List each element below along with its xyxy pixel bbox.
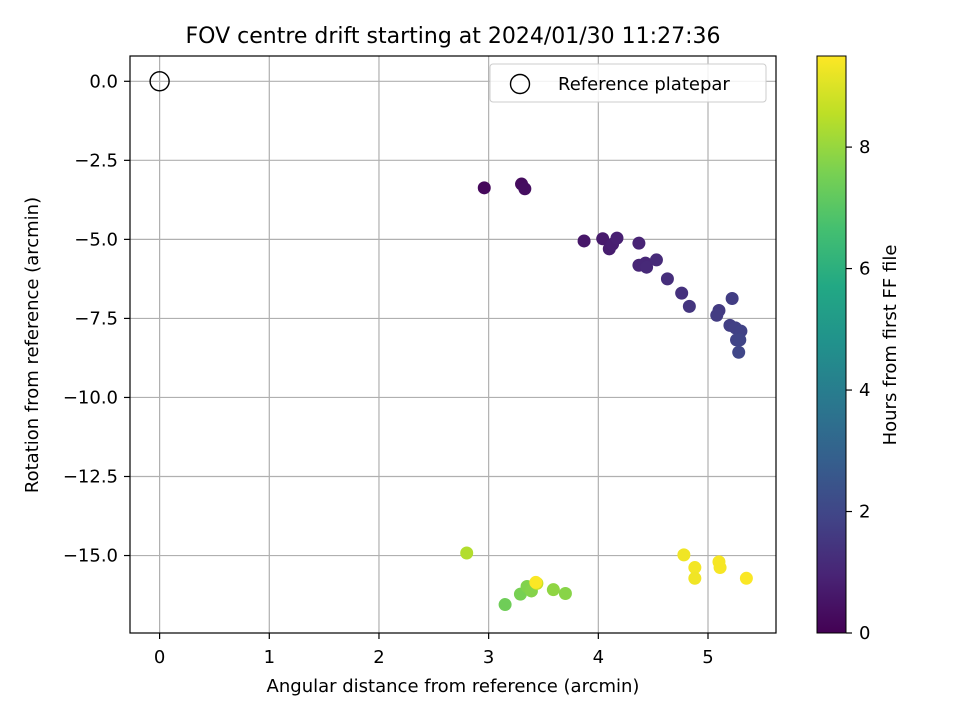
data-point [739,571,753,585]
colorbar-tick-label: 4 [859,380,870,401]
legend-reference-marker [509,73,531,95]
y-axis-ticks: 0.0 −2.5 −5.0 −7.5 −10.0 −12.5 −15.0 [63,71,130,567]
x-axis-label: Angular distance from reference (arcmin) [267,676,640,697]
y-axis-label: Rotation from reference (arcmin) [22,197,43,493]
x-tick-label: 3 [483,647,494,668]
x-tick-label: 5 [702,647,713,668]
legend-box [489,63,767,103]
data-point [529,575,543,589]
reference-marker-group [149,71,170,92]
legend[interactable]: Reference platepar [489,63,767,103]
data-point [725,291,739,305]
data-point [577,234,591,248]
y-tick-label: −5.0 [74,229,118,250]
data-point [710,308,724,322]
data-point [610,231,624,245]
data-points [460,177,753,612]
colorbar-tick-label: 2 [859,502,870,523]
data-point [733,333,747,347]
x-tick-label: 2 [373,647,384,668]
y-tick-label: −15.0 [63,546,118,567]
data-point [688,571,702,585]
plot-frame [129,55,777,634]
x-tick-label: 1 [264,647,275,668]
data-point [596,232,610,246]
colorbar-tick-label: 6 [859,259,870,280]
data-point [632,236,646,250]
data-point [660,272,674,286]
x-tick-label: 4 [593,647,604,668]
y-tick-label: −7.5 [74,308,118,329]
data-point [498,598,512,612]
legend-reference-label: Reference platepar [558,74,730,95]
x-tick-label: 0 [154,647,165,668]
colorbar [816,55,847,634]
colorbar-ticks: 0 2 4 6 8 [846,137,870,644]
reference-point [149,71,170,92]
data-point [518,182,532,196]
y-tick-label: −10.0 [63,387,118,408]
colorbar-label: Hours from first FF file [880,245,901,446]
data-point [732,345,746,359]
data-point [546,583,560,597]
colorbar-tick-label: 0 [859,623,870,644]
data-point [558,586,572,600]
data-point [477,181,491,195]
y-tick-label: −12.5 [63,466,118,487]
data-point [682,299,696,313]
data-point [460,546,474,560]
data-point [675,286,689,300]
chart-title: FOV centre drift starting at 2024/01/30 … [186,24,721,49]
y-tick-label: −2.5 [74,150,118,171]
y-tick-label: 0.0 [89,71,118,92]
data-point [640,260,654,274]
data-point [713,561,727,575]
data-point [649,253,663,267]
grid [130,56,776,633]
data-point [688,561,702,575]
colorbar-tick-label: 8 [859,137,870,158]
data-point [677,548,691,562]
x-axis-ticks: 0 1 2 3 4 5 [154,633,714,668]
